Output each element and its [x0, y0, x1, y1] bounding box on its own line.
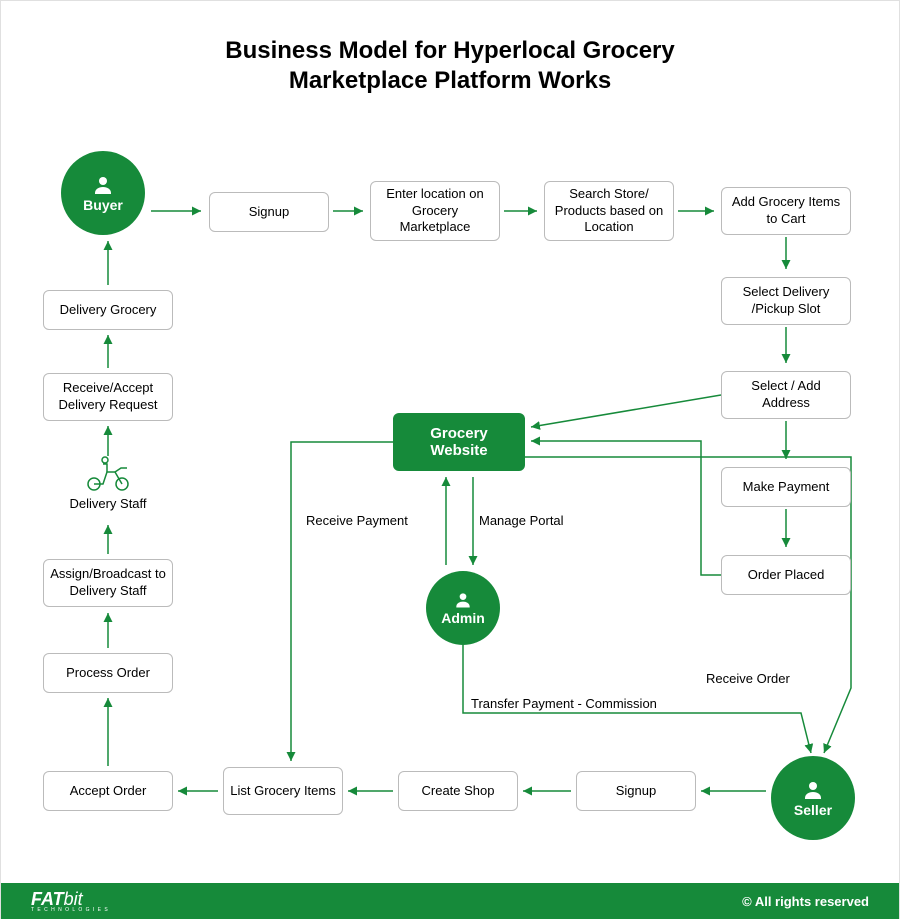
add-cart-box: Add Grocery Items to Cart	[721, 187, 851, 235]
diagram-canvas: Business Model for Hyperlocal Grocery Ma…	[0, 0, 900, 919]
diagram-title: Business Model for Hyperlocal Grocery Ma…	[1, 36, 899, 96]
person-icon	[453, 590, 473, 610]
brand-main: FAT	[31, 889, 64, 909]
title-line2: Marketplace Platform Works	[289, 67, 611, 94]
make-payment-box: Make Payment	[721, 467, 851, 507]
title-line1: Business Model for Hyperlocal Grocery	[225, 37, 674, 64]
enter-location-box: Enter location on Grocery Marketplace	[370, 181, 500, 241]
receive-accept-box: Receive/Accept Delivery Request	[43, 373, 173, 421]
seller-actor: Seller	[771, 756, 855, 840]
select-slot-box: Select Delivery /Pickup Slot	[721, 277, 851, 325]
person-icon	[801, 778, 825, 802]
admin-label: Admin	[441, 610, 485, 626]
list-items-box: List Grocery Items	[223, 767, 343, 815]
signup-box: Signup	[209, 192, 329, 232]
delivery-staff-label: Delivery Staff	[43, 496, 173, 511]
brand-sub: T E C H N O L O G I E S	[31, 908, 109, 913]
accept-order-box: Accept Order	[43, 771, 173, 811]
brand-logo: FATbit T E C H N O L O G I E S	[31, 890, 109, 913]
manage-portal-label: Manage Portal	[479, 513, 564, 528]
seller-label: Seller	[794, 802, 832, 818]
admin-actor: Admin	[426, 571, 500, 645]
delivery-staff-icon	[83, 456, 133, 492]
process-order-box: Process Order	[43, 653, 173, 693]
receive-payment-label: Receive Payment	[306, 513, 408, 528]
buyer-actor: Buyer	[61, 151, 145, 235]
person-icon	[91, 173, 115, 197]
brand-suffix: bit	[64, 889, 83, 909]
grocery-website-node: Grocery Website	[393, 413, 525, 471]
buyer-label: Buyer	[83, 197, 123, 213]
assign-broadcast-box: Assign/Broadcast to Delivery Staff	[43, 559, 173, 607]
footer-bar: FATbit T E C H N O L O G I E S © All rig…	[1, 883, 899, 919]
delivery-grocery-box: Delivery Grocery	[43, 290, 173, 330]
receive-order-label: Receive Order	[706, 671, 790, 686]
search-store-box: Search Store/ Products based on Location	[544, 181, 674, 241]
footer-rights: © All rights reserved	[742, 894, 869, 909]
transfer-payment-label: Transfer Payment - Commission	[471, 696, 657, 711]
seller-signup-box: Signup	[576, 771, 696, 811]
select-address-box: Select / Add Address	[721, 371, 851, 419]
create-shop-box: Create Shop	[398, 771, 518, 811]
order-placed-box: Order Placed	[721, 555, 851, 595]
